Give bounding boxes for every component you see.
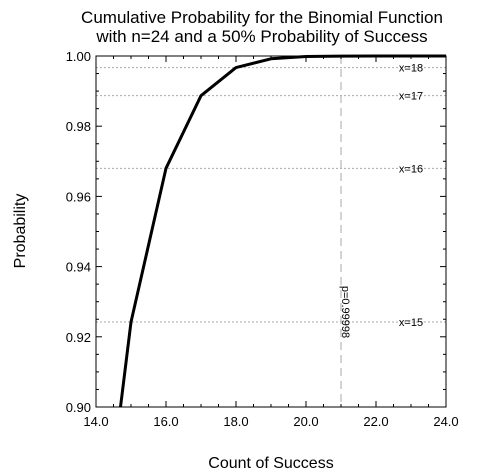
x-axis: 14.0 16.0 18.0 20.0 22.0 24.0 — [83, 56, 459, 429]
reference-line-label: x=17 — [399, 91, 423, 103]
data-series — [119, 54, 446, 408]
chart-title-line-2: with n=24 and a 50% Probability of Succe… — [95, 27, 427, 46]
y-axis-label: Probability — [12, 194, 29, 269]
vertical-marker: p=0.99998 — [339, 56, 351, 407]
reference-lines: x=18 x=17 x=16 x=15 — [96, 63, 446, 329]
x-tick-label: 16.0 — [153, 414, 178, 429]
reference-line-label: x=15 — [399, 317, 423, 329]
y-tick-label: 0.96 — [66, 189, 91, 204]
reference-line-label: x=16 — [399, 163, 423, 175]
vertical-marker-label: p=0.99998 — [339, 286, 351, 338]
y-axis: 0.90 0.92 0.94 0.96 0.98 1.00 — [66, 49, 446, 415]
plot-frame — [95, 55, 447, 408]
chart-title-line-1: Cumulative Probability for the Binomial … — [81, 8, 443, 27]
y-tick-label: 1.00 — [66, 49, 91, 64]
y-tick-label: 0.98 — [66, 119, 91, 134]
x-axis-label: Count of Success — [208, 455, 333, 472]
y-tick-label: 0.90 — [66, 400, 91, 415]
x-tick-label: 24.0 — [433, 414, 458, 429]
y-tick-label: 0.92 — [66, 330, 91, 345]
series-line — [119, 54, 446, 408]
reference-line-label: x=18 — [399, 63, 423, 75]
x-tick-label: 14.0 — [83, 414, 108, 429]
x-tick-label: 20.0 — [293, 414, 318, 429]
x-tick-label: 22.0 — [363, 414, 388, 429]
y-tick-label: 0.94 — [66, 260, 91, 275]
x-tick-label: 18.0 — [223, 414, 248, 429]
